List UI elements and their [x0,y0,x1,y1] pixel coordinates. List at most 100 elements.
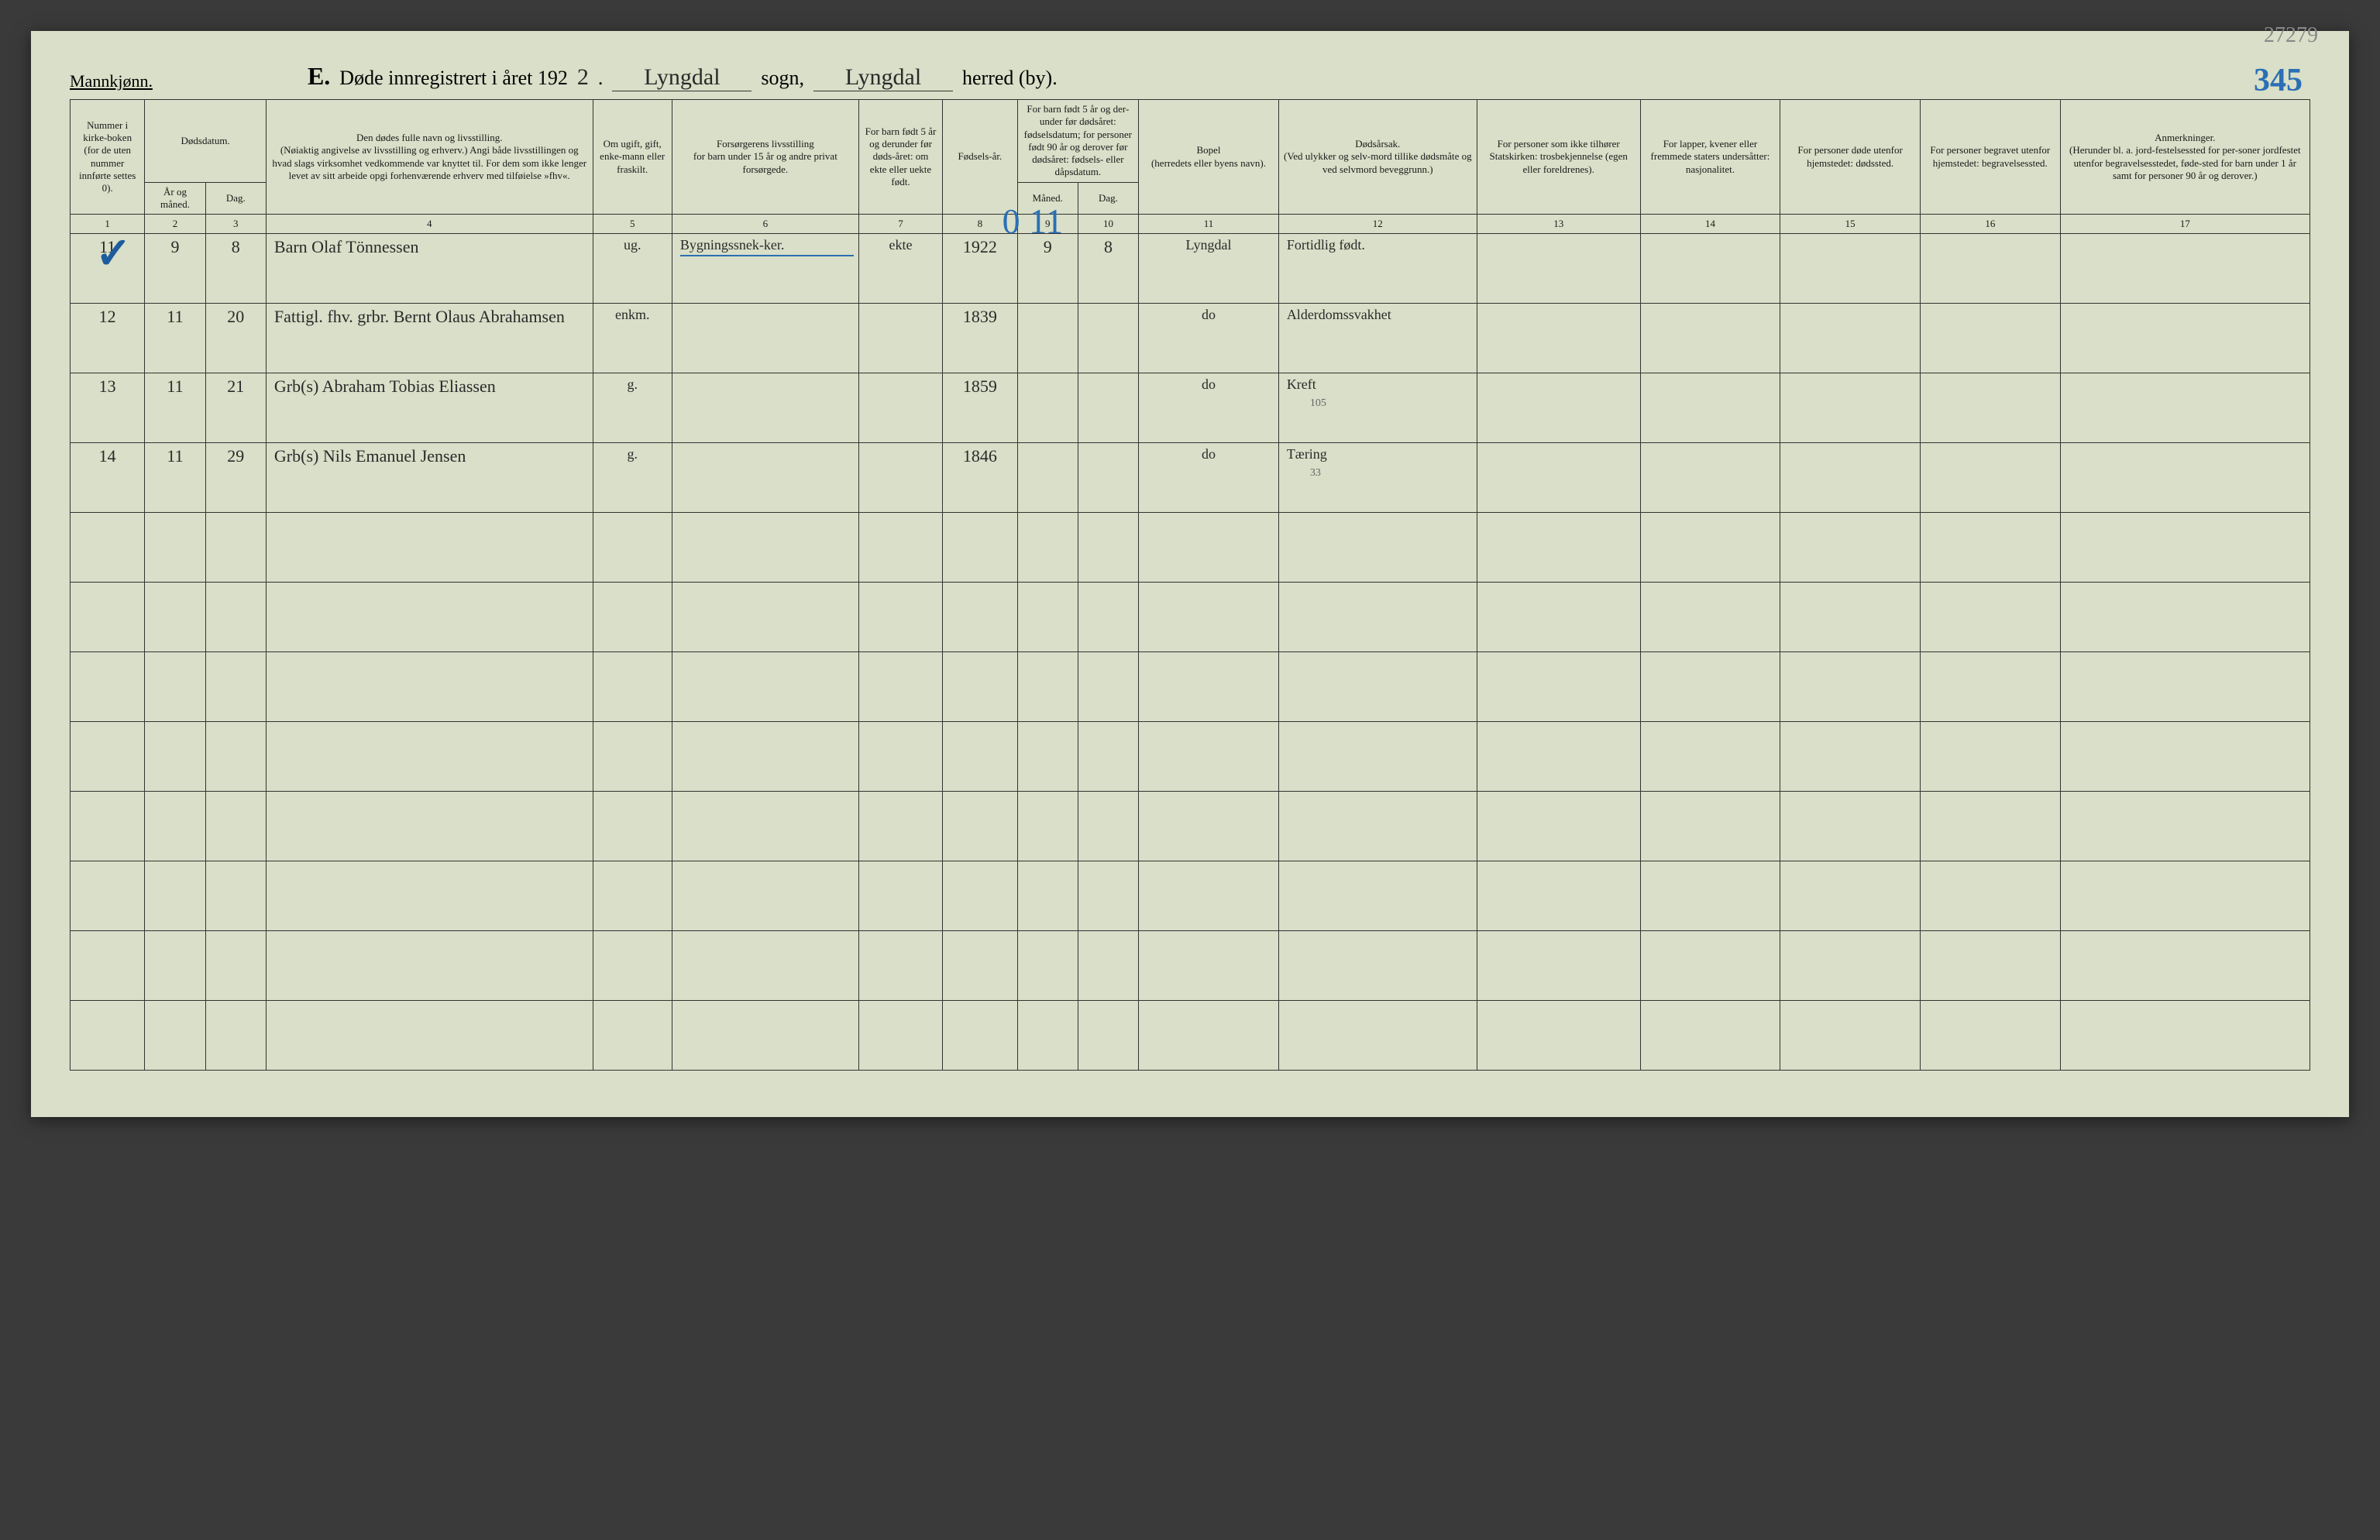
cell-empty [943,513,1017,583]
cell-empty [858,861,942,931]
cell: 11 [145,373,205,443]
cell-empty [1780,1001,1921,1071]
cell [2060,304,2309,373]
cell: Kreft105 [1278,373,1477,443]
table-row: 131121Grb(s) Abraham Tobias Eliasseng.18… [71,373,2310,443]
faint-page-number: 27279 [2264,23,2318,48]
table-row-empty [71,652,2310,722]
cell-empty [943,652,1017,722]
cell-empty [858,722,942,792]
cell-empty [2060,861,2309,931]
cell: ekte [858,234,942,304]
cell-empty [1477,722,1640,792]
cell-empty [1278,513,1477,583]
cell: do [1139,304,1279,373]
cell-empty [1640,931,1780,1001]
cell-empty [2060,792,2309,861]
h-dodsdatum: Dødsdatum. [145,100,267,183]
table-row-empty [71,1001,2310,1071]
cell-empty [1920,513,2060,583]
cell [1920,443,2060,513]
cell: 21 [205,373,266,443]
cell-empty [71,792,145,861]
h-c16: For personer begravet utenfor hjemstedet… [1920,100,2060,215]
cell: 8 [1078,234,1138,304]
cell-empty [672,1001,858,1071]
cn-3: 3 [205,215,266,234]
cell-empty [593,931,672,1001]
cell-empty [205,1001,266,1071]
cell [1078,304,1138,373]
page-header: Mannkjønn. E. Døde innregistrert i året … [70,62,2310,91]
title-section: E. Døde innregistrert i året 1922 . Lyng… [308,62,2310,91]
herred-label: herred (by). [962,67,1058,90]
year-digit: 2 [577,64,589,91]
cell-empty [1780,513,1921,583]
cell: do [1139,443,1279,513]
cell-empty [1078,583,1138,652]
cell-empty [1640,1001,1780,1071]
cell-empty [1139,861,1279,931]
cell-empty [1278,583,1477,652]
cell-empty [71,722,145,792]
cell-empty [2060,1001,2309,1071]
cell: 1846 [943,443,1017,513]
cell: do [1139,373,1279,443]
cell-empty [1139,722,1279,792]
cell: 11 [145,304,205,373]
cell-empty [205,652,266,722]
cell-empty [1078,792,1138,861]
h-c12: Dødsårsak. (Ved ulykker og selv-mord til… [1278,100,1477,215]
cell-empty [858,792,942,861]
cell-empty [266,722,593,792]
table-row-empty [71,722,2310,792]
cell-empty [205,722,266,792]
cell [1640,234,1780,304]
cell [1780,234,1921,304]
cell-empty [205,861,266,931]
cn-5: 5 [593,215,672,234]
cell: Alderdomssvakhet [1278,304,1477,373]
cell [2060,443,2309,513]
cn-11: 11 [1139,215,1279,234]
h-c5: Om ugift, gift, enke-mann eller fraskilt… [593,100,672,215]
h-c13: For personer som ikke tilhører Statskirk… [1477,100,1640,215]
cell [672,373,858,443]
cell-empty [1477,792,1640,861]
cell-empty [593,792,672,861]
cell-empty [1920,861,2060,931]
cause-note: 33 [1310,467,1321,479]
cell-empty [71,1001,145,1071]
cell-empty [1640,583,1780,652]
cell-empty [1278,792,1477,861]
cell-empty [1017,1001,1078,1071]
cell-empty [266,792,593,861]
cell-empty [1017,861,1078,931]
cell: 13 [71,373,145,443]
cell-empty [1017,931,1078,1001]
cell [1017,443,1078,513]
cell-empty [1920,1001,2060,1071]
cell-empty [71,861,145,931]
checkmark-icon: ✓ [95,228,132,279]
cell: g. [593,443,672,513]
cn-12: 12 [1278,215,1477,234]
cell: Fattigl. fhv. grbr. Bernt Olaus Abrahams… [266,304,593,373]
cell-empty [1640,861,1780,931]
cn-17: 17 [2060,215,2309,234]
h-c17: Anmerkninger. (Herunder bl. a. jord-fest… [2060,100,2309,215]
register-page: 27279 345 Mannkjønn. E. Døde innregistre… [31,31,2349,1117]
cell: 14 [71,443,145,513]
cell-empty [1017,513,1078,583]
cell-empty [943,861,1017,931]
cell-empty [1017,792,1078,861]
cell-empty [672,652,858,722]
cause-note: 105 [1310,397,1326,409]
cell-empty [943,583,1017,652]
cell-empty [593,652,672,722]
cell-empty [593,1001,672,1071]
cell-empty [1477,861,1640,931]
cell-empty [205,583,266,652]
cell-empty [943,792,1017,861]
cn-10: 10 [1078,215,1138,234]
